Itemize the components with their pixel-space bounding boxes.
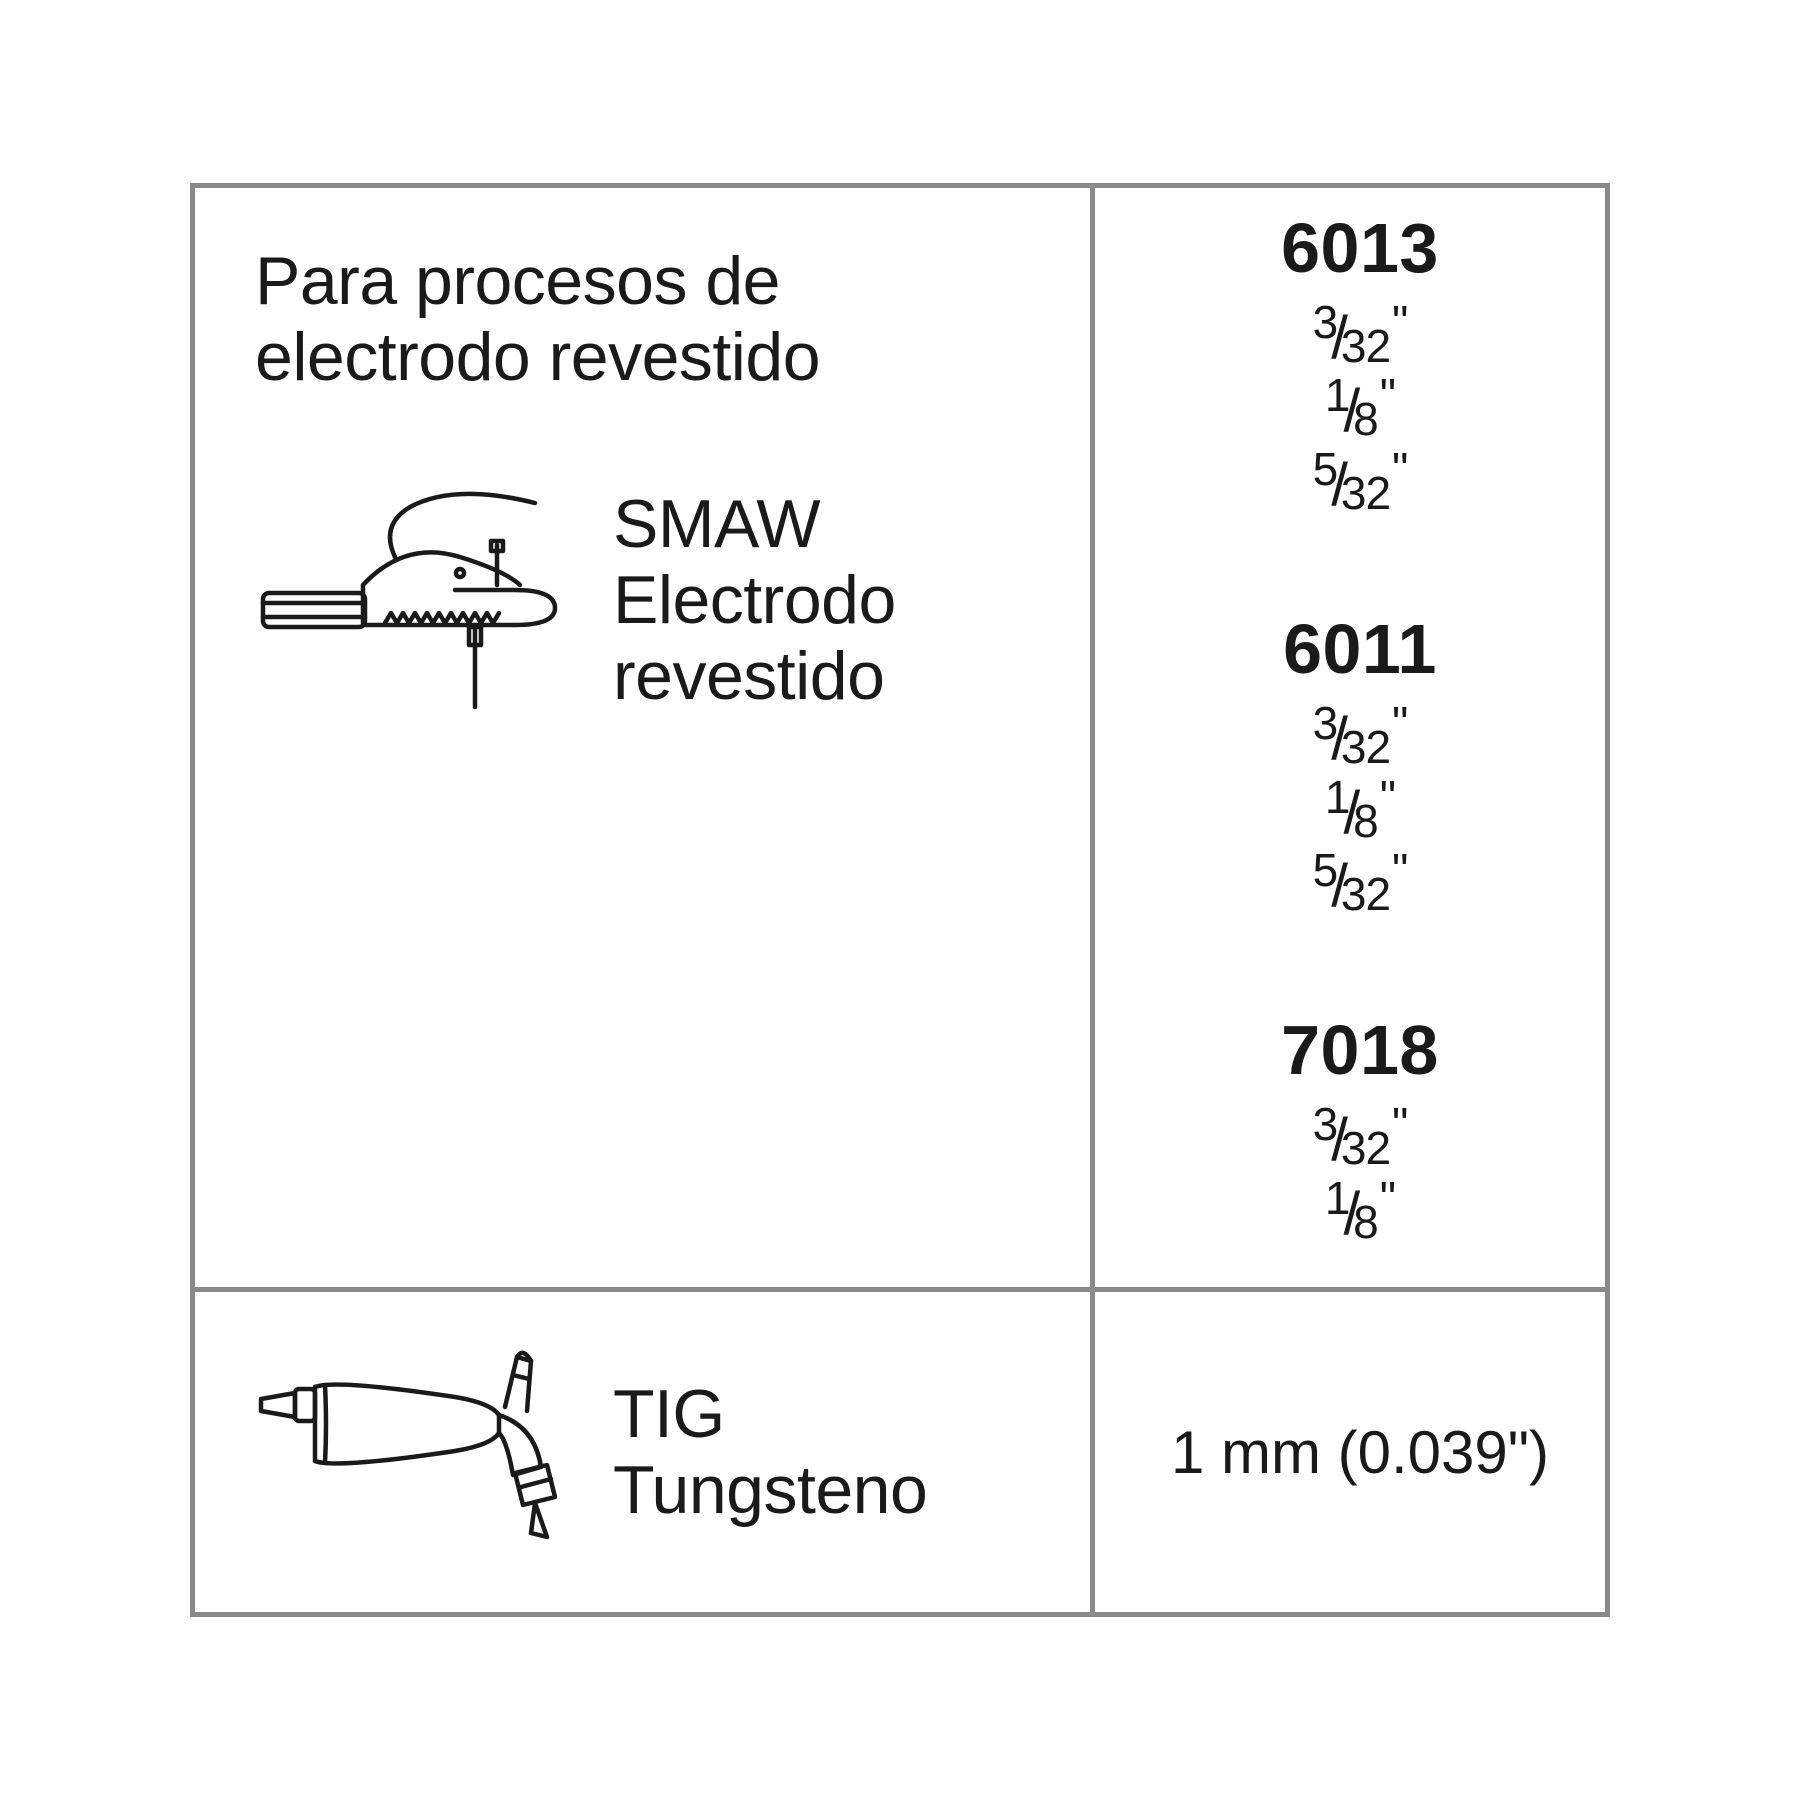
electrode-size: 3/32" <box>1313 1100 1408 1174</box>
spec-group-2: 7018 3/32" 1/8" <box>1281 1010 1439 1247</box>
smaw-label-line1: SMAW <box>613 486 820 562</box>
size-list: 3/32" 1/8" 5/32" <box>1283 699 1437 920</box>
electrode-size: 1/8" <box>1325 1174 1395 1248</box>
electrode-holder-icon <box>255 485 585 715</box>
electrode-size: 1/8" <box>1325 773 1395 847</box>
smaw-description-cell: Para procesos de electrodo revestido <box>195 188 1095 1292</box>
smaw-heading-line1: Para procesos de <box>255 243 780 319</box>
smaw-heading-line2: electrodo revestido <box>255 319 820 395</box>
smaw-label-line2: Electrodo <box>613 562 896 638</box>
electrode-size: 3/32" <box>1313 699 1408 773</box>
tig-label-line1: TIG <box>613 1376 725 1452</box>
tig-description-cell: TIG Tungsteno <box>195 1292 1095 1612</box>
smaw-label: SMAW Electrodo revestido <box>613 486 896 714</box>
electrode-code: 6013 <box>1281 208 1439 288</box>
spec-group-1: 6011 3/32" 1/8" 5/32" <box>1283 609 1437 920</box>
tig-torch-icon <box>255 1337 585 1567</box>
electrode-size: 5/32" <box>1313 445 1408 519</box>
size-list: 3/32" 1/8" <box>1281 1100 1439 1247</box>
electrode-size: 3/32" <box>1313 298 1408 372</box>
spec-group-0: 6013 3/32" 1/8" 5/32" <box>1281 208 1439 519</box>
spec-table: Para procesos de electrodo revestido <box>190 183 1610 1617</box>
electrode-code: 7018 <box>1281 1010 1439 1090</box>
smaw-process: SMAW Electrodo revestido <box>255 485 1050 715</box>
tig-spec-cell: 1 mm (0.039") <box>1095 1292 1605 1612</box>
electrode-size: 5/32" <box>1313 846 1408 920</box>
smaw-label-line3: revestido <box>613 638 884 714</box>
tig-spec-value: 1 mm (0.039") <box>1171 1418 1549 1487</box>
electrode-size: 1/8" <box>1325 371 1395 445</box>
smaw-heading: Para procesos de electrodo revestido <box>255 243 1050 395</box>
electrode-code: 6011 <box>1283 609 1437 689</box>
tig-label: TIG Tungsteno <box>613 1376 927 1528</box>
smaw-spec-cell: 6013 3/32" 1/8" 5/32" 6011 3/32" 1/8" 5/… <box>1095 188 1605 1292</box>
size-list: 3/32" 1/8" 5/32" <box>1281 298 1439 519</box>
tig-label-line2: Tungsteno <box>613 1452 927 1528</box>
